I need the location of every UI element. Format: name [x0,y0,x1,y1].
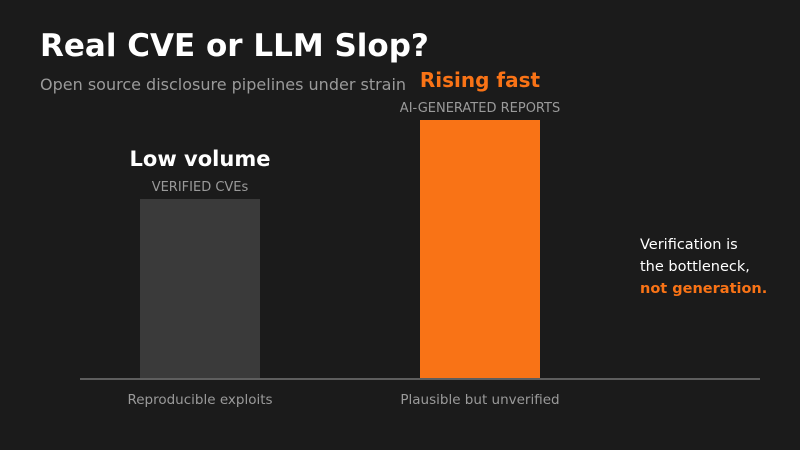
bar-sublabel-2: AI-GENERATED REPORTS [399,101,561,116]
bar-sublabel-1: VERIFIED CVEs [151,180,249,196]
bar-headline-2: Rising fast [419,68,541,92]
callout-line-2: the bottleneck, [640,259,750,275]
bar-1 [140,199,260,380]
callout: Verification is the bottleneck, not gene… [640,234,767,300]
chart-title: Real CVE or LLM Slop? [40,28,429,64]
callout-line-3: not generation. [640,281,768,297]
bar-headline-1: Low volume [129,147,271,172]
x-axis-baseline [80,378,760,380]
chart-subtitle: Open source disclosure pipelines under s… [40,75,407,94]
bar-2 [420,120,540,380]
x-tick-label-1: Reproducible exploits [127,392,273,408]
callout-line-1: Verification is [640,237,738,253]
x-tick-label-2: Plausible but unverified [400,392,560,408]
